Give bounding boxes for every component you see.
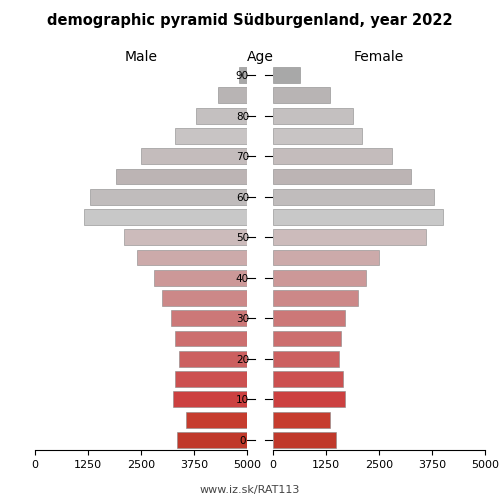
X-axis label: Female: Female <box>354 50 404 64</box>
Bar <box>272 230 426 245</box>
Bar <box>272 209 442 225</box>
Bar <box>141 148 248 164</box>
Bar <box>272 88 330 104</box>
Bar <box>272 392 345 407</box>
Bar <box>154 270 248 285</box>
Bar <box>175 371 248 387</box>
Bar <box>90 189 248 204</box>
Bar <box>272 412 330 428</box>
Bar <box>124 230 248 245</box>
Bar <box>272 330 340 346</box>
Bar <box>116 168 248 184</box>
Bar <box>175 128 248 144</box>
Bar <box>272 108 353 124</box>
X-axis label: Age: Age <box>246 50 274 64</box>
Bar <box>272 351 338 366</box>
Bar <box>196 108 248 124</box>
Bar <box>180 351 248 366</box>
Bar <box>177 432 248 448</box>
Bar <box>272 128 362 144</box>
X-axis label: Male: Male <box>124 50 158 64</box>
Bar <box>171 310 248 326</box>
Bar <box>175 330 248 346</box>
Bar <box>186 412 248 428</box>
Bar <box>239 67 248 83</box>
Bar <box>173 392 248 407</box>
Bar <box>272 189 434 204</box>
Bar <box>162 290 248 306</box>
Text: www.iz.sk/RAT113: www.iz.sk/RAT113 <box>200 485 300 495</box>
Bar <box>272 290 358 306</box>
Bar <box>272 250 379 266</box>
Bar <box>272 310 345 326</box>
Bar <box>272 432 336 448</box>
Bar <box>272 148 392 164</box>
Bar <box>272 67 300 83</box>
Bar <box>137 250 248 266</box>
Bar <box>272 371 343 387</box>
Bar <box>272 270 366 285</box>
Text: demographic pyramid Südburgenland, year 2022: demographic pyramid Südburgenland, year … <box>47 12 453 28</box>
Bar <box>218 88 248 104</box>
Bar <box>84 209 247 225</box>
Bar <box>272 168 410 184</box>
